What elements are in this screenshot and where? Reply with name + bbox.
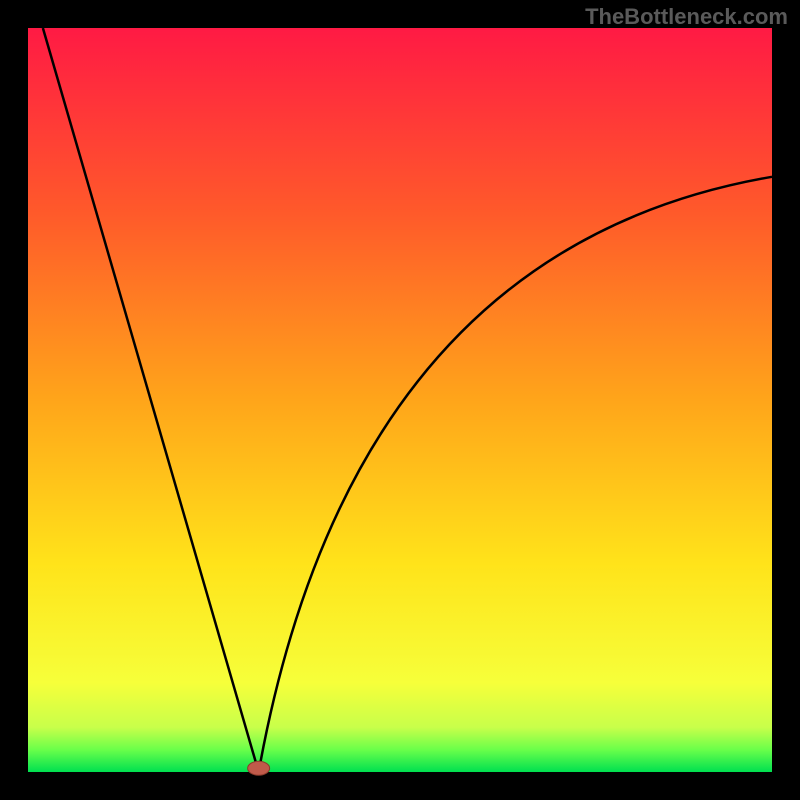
chart-plot-area: [28, 28, 772, 772]
curve-left-branch: [43, 28, 259, 772]
chart-svg: [28, 28, 772, 772]
watermark-text: TheBottleneck.com: [585, 4, 788, 30]
curve-right-branch: [259, 177, 772, 772]
minimum-marker: [248, 761, 270, 775]
